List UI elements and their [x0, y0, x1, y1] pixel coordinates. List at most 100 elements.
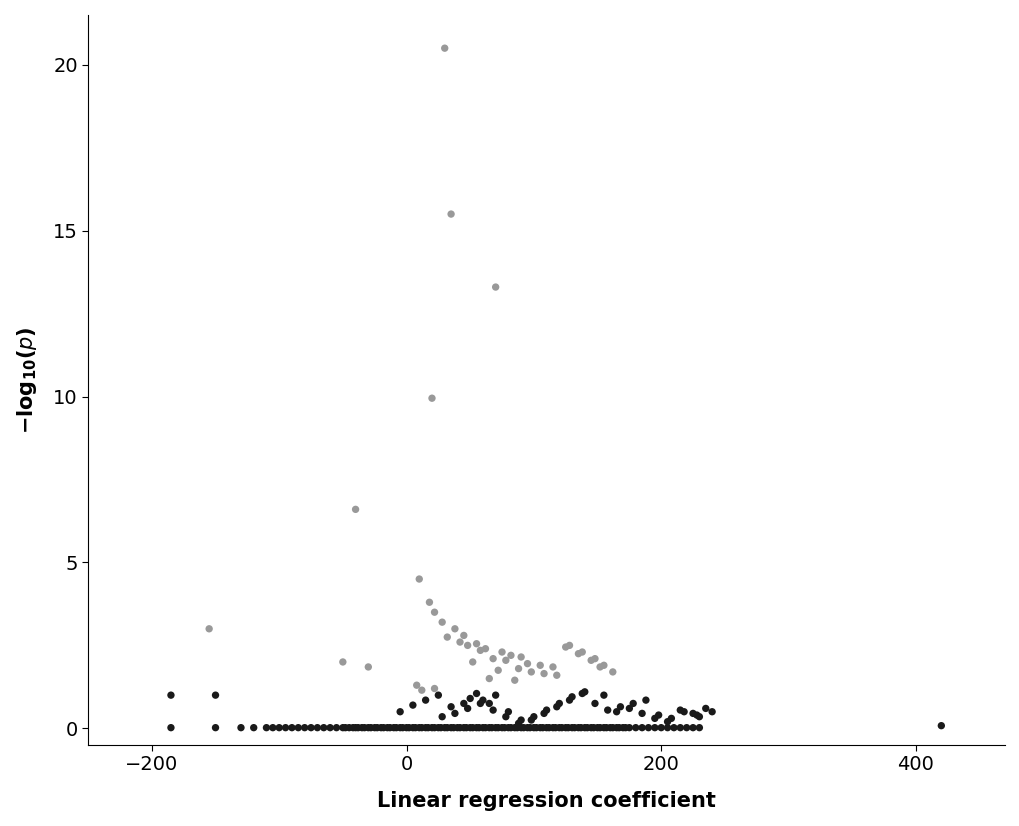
- Point: [464, 721, 480, 734]
- Point: [379, 721, 395, 734]
- Point: [579, 721, 595, 734]
- Point: [604, 721, 621, 734]
- Point: [315, 721, 331, 734]
- Point: [246, 721, 262, 734]
- Point: [442, 721, 459, 734]
- Point: [388, 721, 405, 734]
- Point: [468, 637, 484, 650]
- Point: [595, 689, 611, 702]
- Point: [375, 721, 391, 734]
- Point: [483, 721, 499, 734]
- Point: [662, 712, 679, 725]
- Point: [400, 721, 417, 734]
- Point: [610, 721, 627, 734]
- Point: [665, 721, 682, 734]
- Point: [538, 721, 554, 734]
- Point: [502, 721, 519, 734]
- Point: [489, 721, 505, 734]
- Point: [334, 721, 351, 734]
- Point: [640, 721, 656, 734]
- Point: [481, 697, 497, 710]
- Point: [513, 650, 529, 663]
- Point: [697, 702, 713, 715]
- Point: [363, 721, 379, 734]
- Point: [540, 721, 556, 734]
- Point: [411, 572, 427, 586]
- Point: [691, 710, 707, 724]
- Point: [566, 721, 582, 734]
- Point: [391, 721, 408, 734]
- Point: [489, 663, 505, 676]
- Point: [598, 721, 614, 734]
- Point: [522, 721, 538, 734]
- Point: [484, 704, 500, 717]
- Point: [676, 705, 692, 719]
- Point: [462, 721, 478, 734]
- Point: [678, 721, 694, 734]
- Point: [523, 714, 539, 727]
- Point: [414, 684, 430, 697]
- Point: [510, 717, 526, 730]
- Point: [297, 721, 313, 734]
- Point: [474, 694, 490, 707]
- Point: [570, 721, 586, 734]
- Y-axis label: $\mathbf{-log_{10}(}$$\mathit{p}$$\mathbf{)}$: $\mathbf{-log_{10}(}$$\mathit{p}$$\mathb…: [15, 326, 39, 434]
- Point: [424, 721, 440, 734]
- Point: [421, 596, 437, 609]
- Point: [688, 709, 704, 722]
- Point: [560, 694, 577, 707]
- Point: [481, 672, 497, 686]
- Point: [446, 622, 463, 635]
- Point: [472, 697, 488, 710]
- Point: [591, 721, 607, 734]
- Point: [417, 694, 433, 707]
- Point: [493, 645, 510, 658]
- Point: [515, 721, 531, 734]
- Point: [455, 697, 472, 710]
- Point: [586, 697, 602, 710]
- Point: [564, 721, 580, 734]
- Point: [201, 622, 217, 635]
- Point: [344, 721, 361, 734]
- Point: [658, 715, 675, 729]
- Point: [672, 704, 688, 717]
- Point: [525, 721, 541, 734]
- Point: [414, 721, 430, 734]
- Point: [434, 710, 450, 724]
- Point: [528, 721, 544, 734]
- Point: [652, 721, 668, 734]
- Point: [283, 721, 300, 734]
- Point: [672, 721, 688, 734]
- Point: [548, 700, 565, 714]
- Point: [513, 721, 529, 734]
- Point: [506, 674, 523, 687]
- Point: [405, 721, 421, 734]
- Point: [576, 721, 592, 734]
- Point: [442, 700, 459, 714]
- Point: [442, 207, 459, 221]
- Point: [350, 721, 366, 734]
- Point: [646, 712, 662, 725]
- Point: [599, 704, 615, 717]
- Point: [611, 700, 628, 714]
- Point: [477, 721, 493, 734]
- Point: [322, 721, 338, 734]
- Point: [207, 689, 223, 702]
- Point: [445, 721, 462, 734]
- Point: [446, 707, 463, 720]
- Point: [550, 697, 567, 710]
- Point: [391, 705, 408, 719]
- Point: [535, 667, 551, 680]
- Point: [347, 721, 364, 734]
- Point: [538, 704, 554, 717]
- Point: [163, 689, 179, 702]
- Point: [535, 707, 551, 720]
- Point: [468, 687, 484, 700]
- Point: [519, 721, 535, 734]
- Point: [438, 721, 454, 734]
- Point: [621, 702, 637, 715]
- Point: [417, 721, 433, 734]
- Point: [436, 721, 452, 734]
- Point: [548, 668, 565, 681]
- Point: [438, 630, 454, 643]
